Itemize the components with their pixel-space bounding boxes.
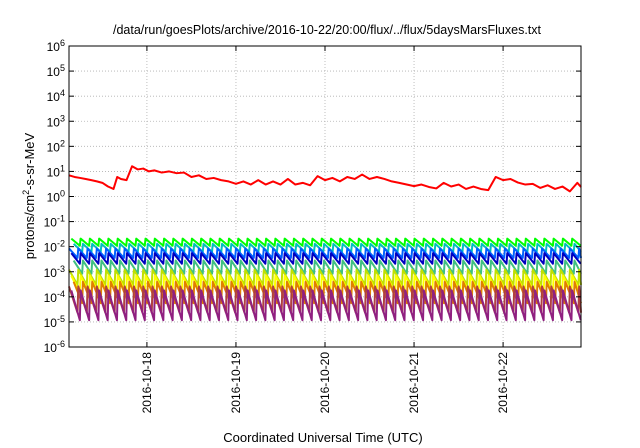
y-tick-label: 103	[47, 113, 65, 129]
series-group	[68, 165, 582, 322]
y-tick-label: 10-2	[44, 239, 65, 255]
y-tick-label: 10-6	[44, 339, 65, 355]
series-line	[72, 259, 582, 275]
series-line	[68, 268, 582, 286]
y-tick-label: 105	[47, 63, 65, 79]
y-tick-label: 102	[47, 138, 65, 154]
series-line	[70, 252, 582, 265]
chart-title: /data/run/goesPlots/archive/2016-10-22/2…	[113, 23, 542, 37]
x-tick-label: 2016-10-18	[140, 352, 154, 414]
y-label-part-1: protons/cm	[22, 195, 37, 259]
y-tick-label: 10-5	[44, 314, 65, 330]
x-tick-label: 2016-10-21	[407, 352, 421, 414]
y-axis-label: protons/cm2-s-sr-MeV	[21, 132, 37, 259]
x-tick-label: 2016-10-22	[496, 352, 510, 414]
y-tick-label: 10-4	[44, 289, 65, 305]
y-tick-label: 104	[47, 88, 65, 104]
series-line	[68, 165, 582, 193]
series-line	[68, 247, 582, 259]
y-axis: 10-6 10-5 10-4 10-3 10-2 10-1 100 101 102 103 104 1…	[44, 38, 581, 355]
y-tick-label: 100	[47, 189, 65, 205]
x-axis: 2016-10-18 2016-10-19 2016-10-20 2016-10-21…	[140, 46, 510, 413]
series-line	[70, 289, 582, 322]
x-tick-label: 2016-10-20	[318, 352, 332, 414]
y-tick-label: 106	[47, 38, 65, 54]
y-label-part-2: -s-sr-MeV	[22, 132, 37, 189]
series-line	[70, 237, 582, 247]
x-axis-label: Coordinated Universal Time (UTC)	[223, 430, 422, 445]
y-label-superscript: 2	[21, 190, 31, 195]
x-tick-label: 2016-10-19	[229, 352, 243, 414]
y-tick-label: 10-1	[44, 214, 65, 230]
y-tick-label: 101	[47, 163, 65, 179]
y-tick-label: 10-3	[44, 264, 65, 280]
